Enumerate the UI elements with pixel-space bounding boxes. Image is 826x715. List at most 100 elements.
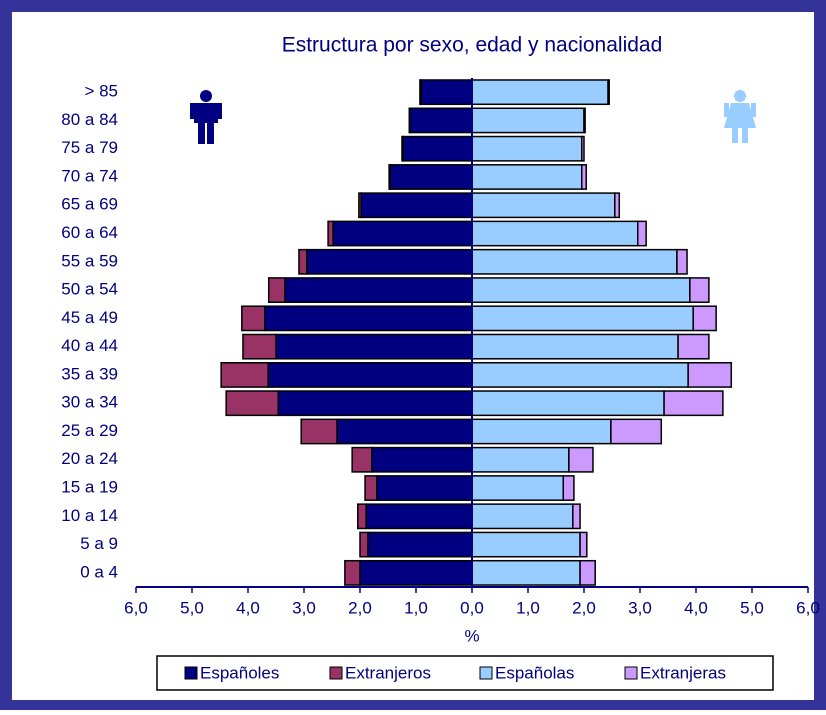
bar [336,418,473,445]
bar [614,192,621,219]
legend-label: Extranjeras [640,663,726,682]
y-tick-label: 80 a 84 [61,110,118,129]
x-tick-label: 4,0 [236,598,260,617]
bar [692,305,717,332]
bar [471,418,612,445]
bar [663,390,724,417]
bar [220,362,269,388]
y-tick-label: 0 a 4 [80,562,118,581]
x-tick-label: 1,0 [516,598,540,617]
bar [388,164,391,190]
bar [471,305,694,332]
bar [376,475,473,501]
bar [568,446,594,473]
bar [579,531,588,558]
bar [275,333,473,360]
bar [471,79,609,106]
legend-swatch [479,666,493,680]
x-tick-label: 6,0 [124,598,148,617]
x-tick-label: 1,0 [404,598,428,617]
bar [300,418,338,445]
legend-swatch [329,666,343,680]
bar [357,503,367,530]
x-tick-label: 4,0 [684,598,708,617]
y-tick-label: 75 a 79 [61,138,118,157]
bar [471,559,581,586]
bar [277,390,473,417]
y-tick-label: 25 a 29 [61,421,118,440]
bar [409,107,473,134]
bar [420,79,473,106]
bar [298,248,308,275]
y-tick-label: 55 a 59 [61,251,118,270]
bar [471,475,565,501]
y-tick-label: 40 a 44 [61,336,118,355]
bar [689,277,710,303]
bar [389,164,473,190]
bar [471,220,639,247]
bar [401,135,404,162]
x-tick-label: 6,0 [796,598,820,617]
bar [225,390,279,417]
bar [242,333,277,360]
bar [687,362,733,388]
bar [471,362,689,388]
y-tick-label: 50 a 54 [61,280,118,299]
male-icon [190,90,222,144]
bar [351,446,373,473]
bar [358,192,362,219]
y-tick-label: 10 a 14 [61,506,118,525]
bar [471,446,570,473]
bar [408,107,411,134]
bar [306,248,473,275]
bar [471,135,583,162]
bar [419,79,422,106]
bar [371,446,473,473]
bar [471,531,581,558]
x-tick-label: 2,0 [572,598,596,617]
x-tick-label: 3,0 [628,598,652,617]
legend-swatch [184,666,198,680]
bar [562,475,575,501]
legend-box [156,655,774,691]
bar [583,107,586,134]
x-tick-label: 3,0 [292,598,316,617]
female-icon [724,90,756,143]
bar [360,192,473,219]
bar [677,333,710,360]
bar [610,418,663,445]
bar [471,107,585,134]
bar [264,305,473,332]
y-tick-label: 70 a 74 [61,166,118,185]
x-tick-label: 5,0 [740,598,764,617]
bar [471,503,574,530]
bar [637,220,647,247]
y-tick-label: 65 a 69 [61,195,118,214]
bar [365,503,473,530]
bar [676,248,688,275]
bar [344,559,361,586]
y-tick-label: 30 a 34 [61,393,118,412]
bar [471,390,665,417]
bar [581,135,585,162]
legend-label: Españolas [495,663,574,682]
bar [471,164,583,190]
chart-title: Estructura por sexo, edad y nacionalidad [282,34,663,57]
bar [332,220,473,247]
y-tick-label: 35 a 39 [61,364,118,383]
bar [579,559,596,586]
x-tick-label: 5,0 [180,598,204,617]
bar [364,475,378,501]
bar [267,362,473,388]
bar [402,135,473,162]
bar [367,531,473,558]
bar [327,220,334,247]
bar [284,277,473,303]
bar [359,559,473,586]
bar [471,192,616,219]
bar [471,248,678,275]
bar [241,305,266,332]
bar [581,164,587,190]
y-tick-label: 5 a 9 [80,534,118,553]
